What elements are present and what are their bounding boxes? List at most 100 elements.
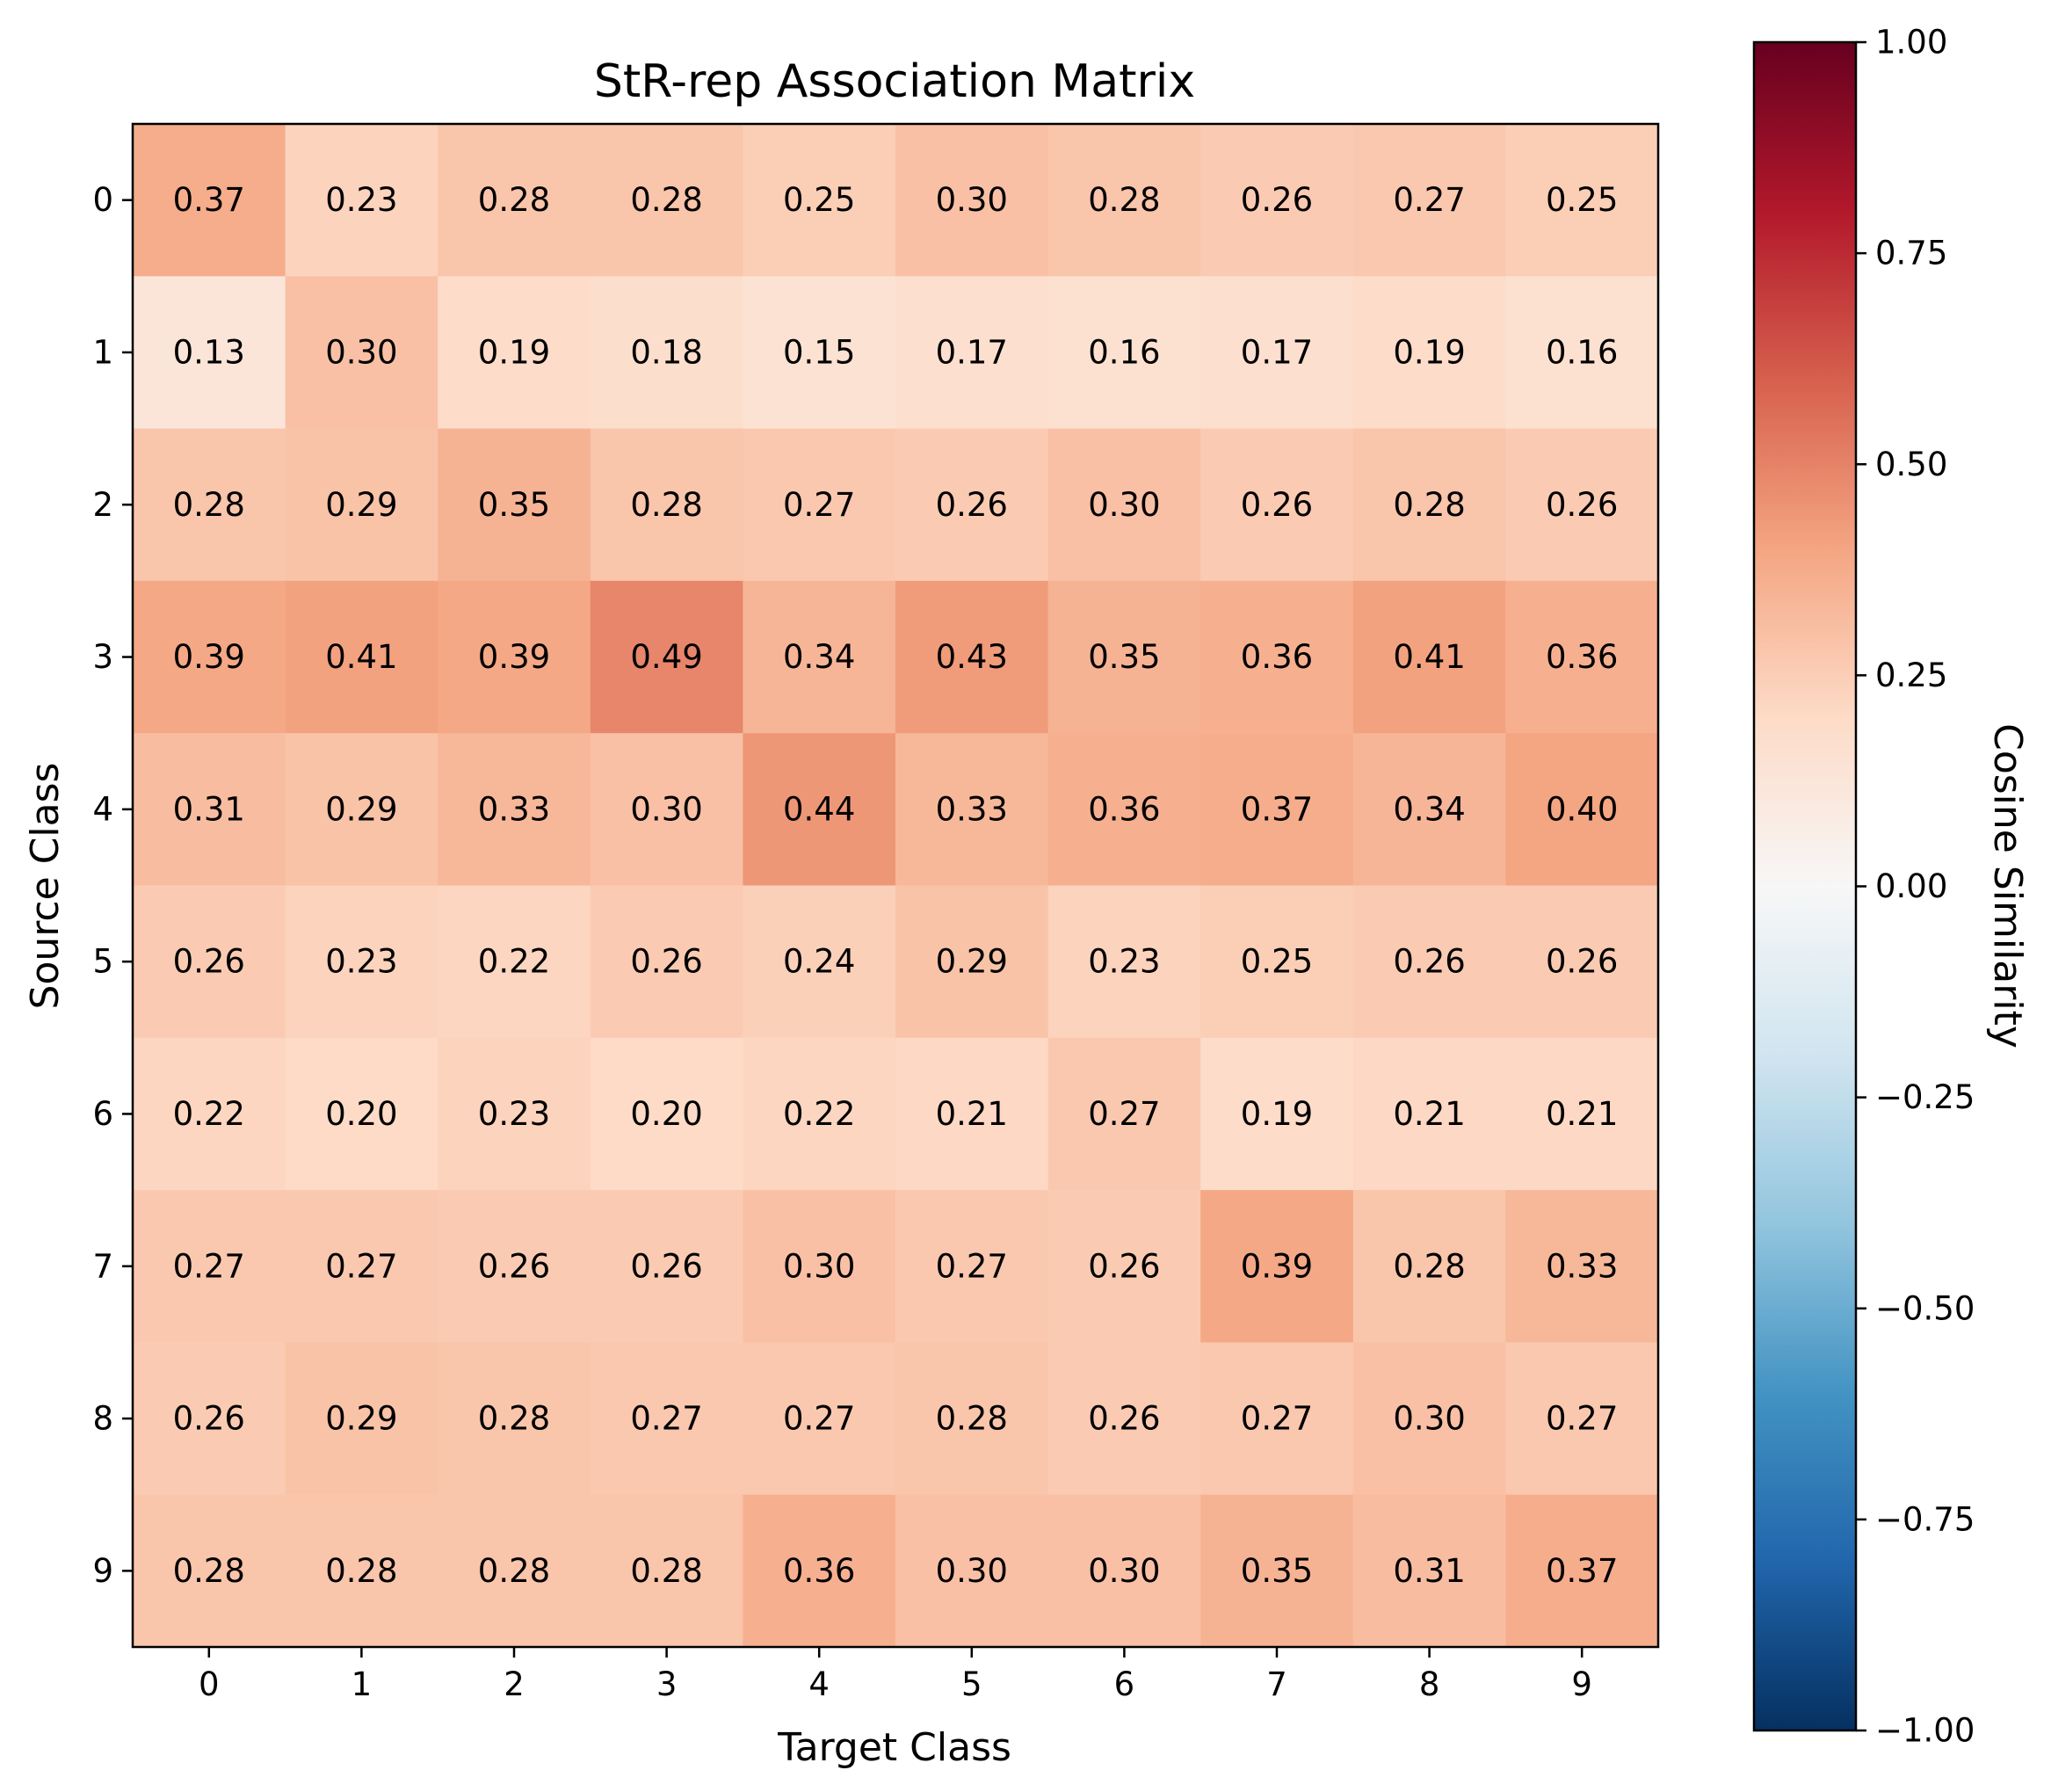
heatmap-cell-label: 0.30 bbox=[783, 1247, 855, 1285]
heatmap-cell bbox=[438, 1342, 591, 1496]
heatmap-cell-label: 0.37 bbox=[173, 181, 245, 219]
heatmap-cell-label: 0.22 bbox=[173, 1095, 245, 1133]
y-tick-label: 5 bbox=[92, 943, 113, 981]
heatmap-cell bbox=[590, 1190, 743, 1343]
heatmap-cell bbox=[1352, 580, 1506, 734]
heatmap-cell-label: 0.44 bbox=[783, 790, 855, 828]
heatmap-cell-label: 0.49 bbox=[630, 638, 702, 676]
heatmap-cell bbox=[133, 1494, 286, 1648]
x-axis-ticks: 0 1 2 3 4 5 6 7 8 9 bbox=[199, 1647, 1592, 1703]
heatmap-cell bbox=[1352, 1190, 1506, 1343]
heatmap-cell bbox=[1200, 1494, 1354, 1648]
heatmap-cell-label: 0.31 bbox=[1393, 1552, 1465, 1590]
heatmap-cell bbox=[1047, 885, 1201, 1039]
heatmap-cell-label: 0.29 bbox=[325, 1400, 397, 1438]
heatmap-cell-label: 0.41 bbox=[1393, 638, 1465, 676]
heatmap-cell-label: 0.21 bbox=[936, 1095, 1008, 1133]
heatmap-cell-label: 0.39 bbox=[173, 638, 245, 676]
heatmap-cell bbox=[1047, 276, 1201, 430]
y-tick-label: 3 bbox=[92, 638, 113, 676]
heatmap-cell bbox=[1505, 885, 1659, 1039]
heatmap-cell-label: 0.24 bbox=[783, 943, 855, 981]
heatmap-cell-label: 0.28 bbox=[478, 1552, 550, 1590]
heatmap-cell-label: 0.20 bbox=[630, 1095, 702, 1133]
heatmap-cell bbox=[895, 1494, 1049, 1648]
heatmap-cell bbox=[1352, 733, 1506, 886]
heatmap-cell-label: 0.35 bbox=[478, 486, 550, 524]
heatmap-cell bbox=[438, 733, 591, 886]
colorbar-tick-label: −1.00 bbox=[1875, 1712, 1975, 1750]
heatmap-cell-label: 0.26 bbox=[1241, 181, 1313, 219]
plot-frame bbox=[131, 122, 1660, 1649]
y-tick-label: 4 bbox=[92, 790, 113, 828]
x-tick-label: 5 bbox=[961, 1665, 982, 1703]
heatmap-cell bbox=[1505, 1190, 1659, 1343]
heatmap-cell-label: 0.28 bbox=[630, 181, 702, 219]
heatmap-cell bbox=[1047, 1494, 1201, 1648]
heatmap-cell bbox=[1505, 124, 1659, 277]
heatmap-cell-label: 0.29 bbox=[936, 943, 1008, 981]
heatmap-cell-label: 0.18 bbox=[630, 333, 702, 371]
heatmap-cell-label: 0.26 bbox=[630, 1247, 702, 1285]
heatmap-cell-label: 0.33 bbox=[936, 790, 1008, 828]
heatmap-cell-label: 0.39 bbox=[1241, 1247, 1313, 1285]
heatmap-cell-label: 0.28 bbox=[630, 486, 702, 524]
heatmap-cell-label: 0.19 bbox=[1241, 1095, 1313, 1133]
heatmap-cell bbox=[1352, 1494, 1506, 1648]
x-tick-label: 4 bbox=[808, 1665, 830, 1703]
heatmap-cell bbox=[1200, 428, 1354, 582]
y-tick-label: 9 bbox=[92, 1552, 113, 1590]
heatmap-cell bbox=[895, 580, 1049, 734]
heatmap-cell-label: 0.36 bbox=[783, 1552, 855, 1590]
heatmap-cell bbox=[743, 1494, 896, 1648]
heatmap-cell-label: 0.25 bbox=[1546, 181, 1618, 219]
heatmap-cell bbox=[590, 276, 743, 430]
heatmap-cell-label: 0.34 bbox=[783, 638, 855, 676]
heatmap-cell bbox=[133, 428, 286, 582]
heatmap-cell bbox=[590, 1342, 743, 1496]
heatmap-cell bbox=[285, 885, 438, 1039]
heatmap-cell-label: 0.23 bbox=[325, 181, 397, 219]
heatmap-cell-label: 0.27 bbox=[1088, 1095, 1160, 1133]
heatmap-cell-label: 0.19 bbox=[478, 333, 550, 371]
heatmap-cell bbox=[1200, 124, 1354, 277]
heatmap-cell bbox=[285, 733, 438, 886]
heatmap-cell bbox=[1200, 1190, 1354, 1343]
heatmap-cell bbox=[1505, 1037, 1659, 1191]
heatmap-cell-label: 0.22 bbox=[783, 1095, 855, 1133]
heatmap-cell bbox=[1505, 733, 1659, 886]
heatmap-cell bbox=[133, 733, 286, 886]
heatmap-cell bbox=[1505, 428, 1659, 582]
heatmap-cell-label: 0.39 bbox=[478, 638, 550, 676]
heatmap-cell-label: 0.35 bbox=[1088, 638, 1160, 676]
heatmap-cell-label: 0.30 bbox=[1393, 1400, 1465, 1438]
heatmap-cell-label: 0.17 bbox=[936, 333, 1008, 371]
heatmap-cell-labels: 0.37 0.23 0.28 0.28 0.25 0.30 0.28 0.26 0.27 0.25… bbox=[173, 181, 1619, 1590]
heatmap-cell bbox=[895, 1190, 1049, 1343]
heatmap-cell-label: 0.17 bbox=[1241, 333, 1313, 371]
heatmap-cell-label: 0.23 bbox=[1088, 943, 1160, 981]
colorbar-tick-label: 0.25 bbox=[1875, 657, 1947, 694]
y-axis-ticks: 0 1 2 3 4 5 6 7 8 9 bbox=[92, 181, 133, 1590]
heatmap-cell-label: 0.27 bbox=[325, 1247, 397, 1285]
heatmap-cell-label: 0.16 bbox=[1546, 333, 1618, 371]
heatmap-cell bbox=[590, 428, 743, 582]
heatmap-cell-label: 0.25 bbox=[1241, 943, 1313, 981]
heatmap-cell-label: 0.26 bbox=[478, 1247, 550, 1285]
heatmap-cell bbox=[895, 885, 1049, 1039]
x-tick-label: 1 bbox=[351, 1665, 373, 1703]
heatmap-cell bbox=[1352, 1037, 1506, 1191]
heatmap-cell-label: 0.28 bbox=[478, 1400, 550, 1438]
heatmap-cell bbox=[743, 1342, 896, 1496]
heatmap-cell bbox=[1352, 124, 1506, 277]
heatmap-cell bbox=[743, 580, 896, 734]
colorbar-label: Cosine Similarity bbox=[1985, 723, 2030, 1048]
heatmap-cell-label: 0.23 bbox=[478, 1095, 550, 1133]
colorbar-tick-label: 0.50 bbox=[1875, 446, 1947, 483]
heatmap-cell-label: 0.26 bbox=[1546, 486, 1618, 524]
x-tick-label: 0 bbox=[199, 1665, 220, 1703]
heatmap-cell bbox=[590, 580, 743, 734]
heatmap-cell bbox=[1200, 580, 1354, 734]
heatmap-cell bbox=[133, 1342, 286, 1496]
heatmap-cell-label: 0.28 bbox=[173, 486, 245, 524]
